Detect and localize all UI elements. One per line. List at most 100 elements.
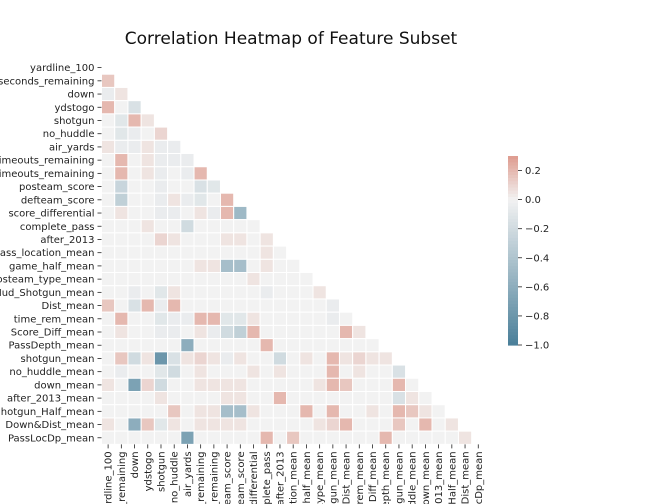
heatmap-cell (140, 285, 155, 300)
heatmap-cell (312, 391, 327, 406)
colorbar-tick-label: −0.2 (525, 224, 549, 235)
heatmap-cell (153, 285, 169, 300)
heatmap-cell (431, 417, 446, 432)
heatmap-cell (180, 166, 195, 181)
heatmap-cell (114, 153, 129, 168)
heatmap-cell (312, 377, 327, 392)
x-tick-label: Half_mean (447, 451, 458, 504)
heatmap-cell (167, 391, 182, 406)
y-tick-label: shotgun (54, 116, 95, 127)
heatmap-cell (365, 338, 380, 353)
heatmap-cell (180, 417, 195, 432)
heatmap-cell (153, 179, 169, 194)
heatmap-cell (180, 232, 195, 247)
colorbar-segment (508, 294, 518, 299)
colorbar-segment (508, 253, 518, 258)
x-tick-label: rem_mean (355, 451, 366, 504)
heatmap-cell (233, 417, 248, 432)
colorbar-segment (508, 215, 518, 220)
heatmap-cell (114, 298, 129, 313)
x-tick-label: rdline_100 (104, 451, 115, 503)
heatmap-cell (378, 430, 393, 445)
heatmap-cell (206, 391, 221, 406)
colorbar-tick-label: −0.8 (525, 311, 549, 322)
heatmap-cell (272, 258, 288, 274)
heatmap-cell (193, 192, 208, 207)
heatmap-cell (114, 126, 129, 141)
heatmap-cell (391, 430, 407, 445)
heatmap-cell (101, 86, 116, 102)
colorbar-segment (508, 300, 518, 305)
heatmap-cell (153, 364, 169, 379)
heatmap-cell (286, 298, 301, 313)
heatmap-cell (206, 179, 221, 194)
heatmap-cell (338, 417, 354, 432)
heatmap-cell (444, 417, 459, 432)
heatmap-cell (101, 391, 116, 406)
heatmap-cell (153, 126, 169, 141)
heatmap-cell (140, 192, 155, 207)
heatmap-cell (233, 219, 248, 234)
heatmap-cell (259, 272, 274, 287)
colorbar-segment (508, 313, 518, 318)
heatmap-cell (114, 166, 129, 181)
heatmap-cell (180, 192, 195, 207)
y-tick-label: time_rem_mean (14, 314, 95, 325)
heatmap-cell (127, 311, 142, 326)
y-tick-label: down_mean (34, 380, 94, 391)
heatmap-cell (167, 430, 182, 445)
colorbar-segment (508, 256, 518, 261)
heatmap-cell (127, 258, 142, 274)
heatmap-cell (246, 377, 261, 392)
heatmap-cell (140, 219, 155, 234)
colorbar-segment (508, 237, 518, 242)
colorbar-segment (508, 209, 518, 214)
heatmap-cell (286, 377, 301, 392)
heatmap-cell (193, 219, 208, 234)
colorbar-segment (508, 250, 518, 255)
heatmap-cell (140, 338, 155, 353)
heatmap-cell (180, 219, 195, 234)
colorbar-tick-label: −0.6 (525, 282, 549, 293)
heatmap-cell (378, 364, 393, 379)
heatmap-cell (114, 86, 129, 102)
heatmap-cell (114, 430, 129, 445)
heatmap-cell (352, 391, 367, 406)
heatmap-cell (233, 351, 248, 366)
heatmap-cell (325, 404, 340, 419)
heatmap-cell (127, 285, 142, 300)
colorbar-segment (508, 247, 518, 252)
heatmap-cell (153, 391, 169, 406)
colorbar-segment (508, 304, 518, 308)
heatmap-cell (312, 430, 327, 445)
heatmap-cell (378, 417, 393, 432)
heatmap-cell (418, 430, 433, 445)
heatmap-cell (153, 338, 169, 353)
heatmap-cell (180, 298, 195, 313)
heatmap-cell (140, 126, 155, 141)
colorbar-tick-label: 0.0 (525, 195, 541, 206)
heatmap-cell (127, 391, 142, 406)
heatmap-cell (180, 311, 195, 326)
heatmap-cell (206, 285, 221, 300)
heatmap-cell (101, 417, 116, 432)
heatmap-cell (140, 298, 155, 313)
heatmap-cell (233, 285, 248, 300)
heatmap-cell (101, 430, 116, 445)
heatmap-cell (352, 324, 367, 340)
heatmap-cell (378, 351, 393, 366)
heatmap-cell (153, 205, 169, 221)
heatmap-cell (219, 391, 235, 406)
heatmap-cell (140, 364, 155, 379)
heatmap-cell (167, 311, 182, 326)
heatmap-cell (405, 377, 420, 392)
heatmap-cell (233, 364, 248, 379)
heatmap-cell (365, 404, 380, 419)
heatmap-cell (246, 245, 261, 260)
heatmap-cell (153, 232, 169, 247)
heatmap-cell (259, 285, 274, 300)
x-tick-label: ation_mean (289, 451, 300, 504)
heatmap-cell (153, 417, 169, 432)
heatmap-cell (219, 245, 235, 260)
y-tick-label: game_half_mean (9, 261, 95, 272)
